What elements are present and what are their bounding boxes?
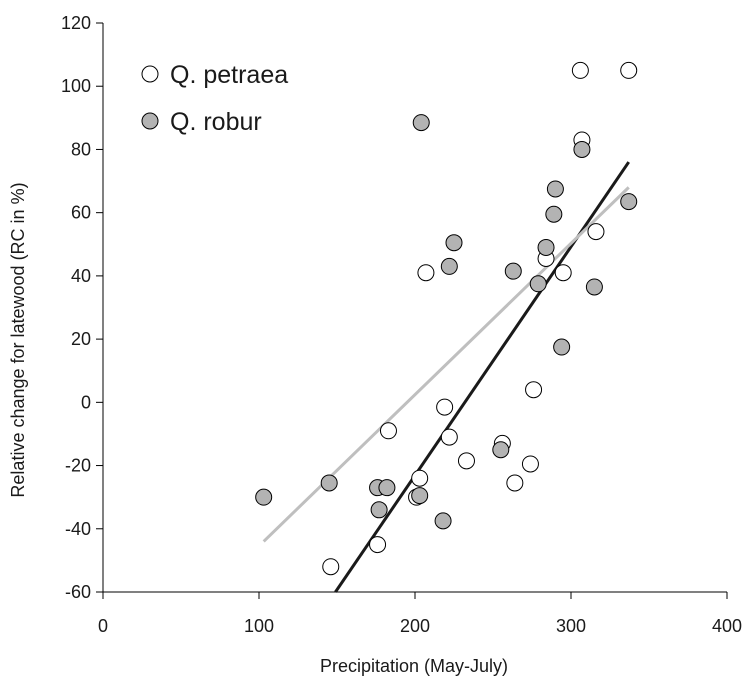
data-point [521,455,539,473]
data-point [553,338,571,356]
data-point [573,140,591,158]
legend-label: Q. petraea [170,61,288,89]
data-point [571,61,589,79]
data-point [506,474,524,492]
legend-marker [141,65,159,83]
data-point [587,223,605,241]
data-point [378,479,396,497]
data-point [457,452,475,470]
legend-marker [141,112,159,130]
data-point [546,180,564,198]
data-point [417,264,435,282]
trend-line [334,161,630,593]
y-tick-label: 20 [71,329,91,349]
x-tick-label: 400 [712,616,742,636]
data-point [412,114,430,132]
data-point [370,501,388,519]
data-point [440,428,458,446]
data-point [554,264,572,282]
data-point [545,205,563,223]
y-tick-label: 100 [61,76,91,96]
legend-label: Q. robur [170,108,262,136]
data-point [379,422,397,440]
x-axis-label: Precipitation (May-July) [320,656,508,676]
data-point [525,381,543,399]
data-point [440,257,458,275]
data-point [537,238,555,256]
data-point [529,275,547,293]
y-tick-label: 120 [61,13,91,33]
data-points [255,61,638,576]
data-point [411,487,429,505]
data-point [620,61,638,79]
x-tick-label: 0 [98,616,108,636]
y-axis-label: Relative change for latewood (RC in %) [8,182,28,497]
data-point [436,398,454,416]
data-point [255,488,273,506]
y-tick-label: 0 [81,392,91,412]
data-point [585,278,603,296]
x-tick-label: 300 [556,616,586,636]
y-tick-label: 80 [71,139,91,159]
data-point [369,536,387,554]
y-tick-label: -40 [65,519,91,539]
y-tick-label: 40 [71,266,91,286]
data-point [411,469,429,487]
data-point [492,441,510,459]
data-point [504,262,522,280]
y-tick-label: 60 [71,203,91,223]
legend: Q. petraea Q. robur [141,61,288,136]
y-tick-label: -20 [65,456,91,476]
axes: -60 -40 -20 0 20 40 60 80 100 120 0 100 200 300 400 [61,13,742,636]
x-tick-label: 200 [400,616,430,636]
data-point [620,193,638,211]
x-tick-label: 100 [244,616,274,636]
data-point [320,474,338,492]
y-tick-label: -60 [65,582,91,602]
data-point [434,512,452,530]
data-point [445,234,463,252]
data-point [322,558,340,576]
